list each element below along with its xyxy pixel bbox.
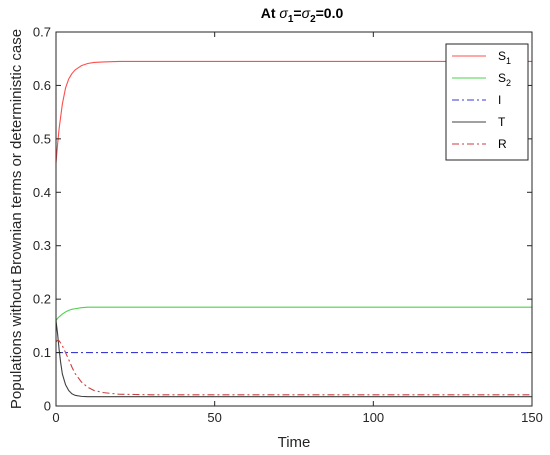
x-tick-label: 100 — [362, 410, 384, 425]
legend-entry-label: I — [498, 93, 501, 107]
legend-box — [445, 43, 529, 161]
series-line-t — [55, 320, 532, 398]
plot-area — [55, 60, 532, 398]
title-sub-1: 1 — [288, 14, 294, 25]
y-tick-label: 0.4 — [33, 185, 51, 200]
y-tick-label: 0.7 — [33, 25, 51, 40]
title-sub-2: 2 — [310, 14, 316, 25]
x-tick-label: 0 — [52, 410, 59, 425]
legend-entry-label: T — [498, 115, 506, 129]
title-suffix: =0.0 — [316, 5, 344, 21]
y-tick-label: 0.3 — [33, 238, 51, 253]
legend: S1 S2 ITR — [445, 43, 529, 161]
chart-title: At σ1=σ2=0.0 — [261, 5, 344, 25]
plot-frame — [55, 31, 533, 407]
axis-ticks: 0 50 100 150 0 0.1 0.2 0.3 0.4 0.5 0.6 0.7 — [33, 25, 543, 426]
legend-entry-label: S2 — [498, 71, 511, 88]
series-line-s1 — [55, 60, 532, 163]
title-equals: = — [293, 5, 301, 21]
title-prefix: At — [261, 5, 280, 21]
series-line-s2 — [55, 306, 532, 321]
x-tick-label: 50 — [207, 410, 221, 425]
title-sigma-1: σ — [279, 5, 288, 21]
legend-entry-label: R — [498, 137, 507, 151]
legend-entry-label: S1 — [498, 49, 511, 66]
x-axis-label: Time — [278, 434, 311, 451]
y-tick-label: 0.6 — [33, 78, 51, 93]
y-tick-label: 0 — [44, 399, 51, 414]
y-tick-label: 0.1 — [33, 345, 51, 360]
y-tick-label: 0.2 — [33, 292, 51, 307]
title-sigma-2: σ — [302, 5, 311, 21]
y-tick-label: 0.5 — [33, 131, 51, 146]
x-tick-label: 150 — [521, 410, 543, 425]
series-line-r — [55, 339, 532, 396]
y-axis-label: Populations without Brownian terms or de… — [8, 29, 25, 409]
